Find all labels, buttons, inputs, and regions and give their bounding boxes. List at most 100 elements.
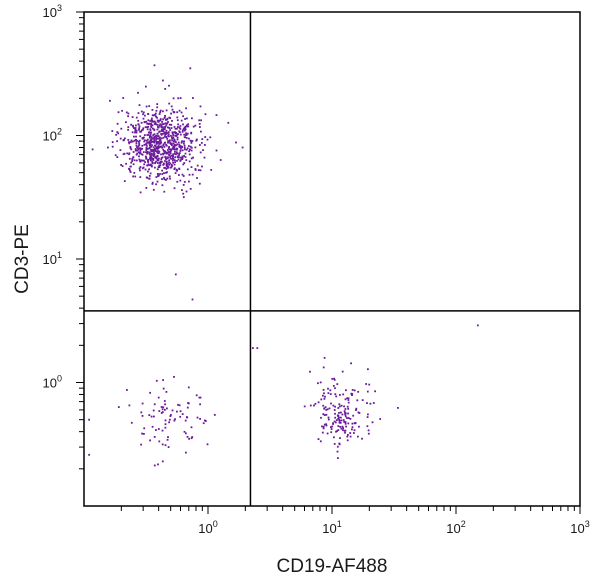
data-point bbox=[122, 97, 125, 99]
data-point bbox=[149, 391, 151, 394]
data-point bbox=[176, 116, 179, 119]
data-point bbox=[156, 162, 159, 164]
data-point bbox=[153, 153, 156, 155]
data-point bbox=[191, 298, 194, 301]
data-point bbox=[330, 428, 333, 430]
data-point bbox=[189, 145, 192, 148]
data-point bbox=[189, 67, 192, 70]
data-point bbox=[167, 131, 170, 133]
data-point bbox=[353, 429, 356, 432]
data-point bbox=[199, 126, 201, 128]
data-point bbox=[173, 163, 176, 166]
data-point bbox=[190, 146, 193, 149]
data-point bbox=[161, 178, 163, 180]
data-point bbox=[369, 402, 372, 405]
data-point bbox=[115, 133, 117, 136]
data-point bbox=[163, 190, 166, 193]
data-point bbox=[174, 273, 177, 276]
data-point bbox=[128, 167, 130, 170]
data-point bbox=[357, 435, 359, 438]
data-point bbox=[150, 156, 153, 158]
data-point bbox=[191, 436, 194, 438]
y-tick-label: 101 bbox=[43, 250, 62, 267]
data-point bbox=[128, 404, 131, 407]
data-point bbox=[184, 118, 186, 120]
data-point bbox=[165, 152, 168, 155]
data-point bbox=[176, 143, 179, 146]
data-point bbox=[202, 149, 204, 151]
data-point bbox=[367, 413, 369, 416]
data-point bbox=[358, 425, 360, 428]
data-point bbox=[137, 123, 140, 126]
data-point bbox=[146, 122, 149, 125]
data-point bbox=[148, 175, 151, 177]
data-point bbox=[153, 415, 155, 418]
data-point bbox=[153, 464, 156, 467]
data-point bbox=[138, 104, 141, 106]
data-point bbox=[181, 130, 184, 133]
data-point bbox=[147, 131, 150, 134]
data-point bbox=[157, 144, 160, 147]
data-point bbox=[160, 141, 163, 144]
data-point bbox=[173, 111, 176, 114]
data-point bbox=[204, 419, 206, 422]
data-point bbox=[151, 117, 153, 120]
data-point bbox=[177, 141, 180, 144]
data-point bbox=[144, 126, 147, 129]
data-point bbox=[171, 131, 174, 134]
data-point bbox=[331, 425, 334, 428]
data-point bbox=[171, 137, 174, 140]
data-point bbox=[178, 144, 181, 147]
data-point bbox=[168, 161, 170, 164]
data-point bbox=[372, 402, 375, 404]
data-point bbox=[162, 110, 164, 113]
data-point bbox=[158, 142, 161, 145]
data-point bbox=[337, 425, 340, 427]
data-point bbox=[191, 173, 194, 176]
data-point bbox=[331, 378, 334, 380]
data-point bbox=[162, 136, 165, 139]
data-point bbox=[137, 140, 140, 143]
data-point bbox=[336, 445, 339, 448]
data-point bbox=[340, 411, 342, 414]
data-point bbox=[147, 170, 149, 173]
data-point bbox=[188, 150, 190, 153]
data-point bbox=[156, 124, 159, 126]
data-point bbox=[158, 113, 161, 115]
data-point bbox=[135, 135, 137, 138]
data-point bbox=[143, 136, 145, 139]
data-point bbox=[198, 396, 201, 399]
data-point bbox=[158, 410, 161, 412]
data-point bbox=[163, 117, 166, 119]
data-point bbox=[166, 117, 169, 120]
data-point bbox=[165, 109, 168, 112]
data-point bbox=[337, 414, 340, 417]
data-point bbox=[164, 155, 167, 158]
data-point bbox=[157, 141, 160, 143]
data-point bbox=[161, 156, 164, 159]
data-point bbox=[171, 120, 173, 122]
data-point bbox=[159, 119, 162, 122]
data-point bbox=[166, 122, 169, 125]
data-point bbox=[334, 393, 337, 396]
data-point bbox=[173, 143, 176, 146]
data-point bbox=[190, 142, 193, 144]
data-point bbox=[334, 421, 337, 424]
data-point bbox=[338, 405, 341, 408]
data-point bbox=[179, 97, 182, 99]
data-point bbox=[139, 169, 141, 172]
data-point bbox=[172, 145, 175, 148]
data-point bbox=[114, 154, 117, 157]
data-point bbox=[141, 144, 144, 147]
data-point bbox=[162, 387, 165, 390]
data-point bbox=[353, 389, 356, 392]
data-point bbox=[164, 128, 166, 130]
data-point bbox=[327, 387, 329, 390]
data-point bbox=[141, 159, 144, 162]
data-point bbox=[355, 409, 357, 411]
data-point bbox=[132, 151, 135, 153]
data-point bbox=[142, 117, 145, 120]
data-point bbox=[185, 432, 187, 435]
data-point bbox=[169, 157, 172, 160]
data-point bbox=[321, 431, 324, 434]
